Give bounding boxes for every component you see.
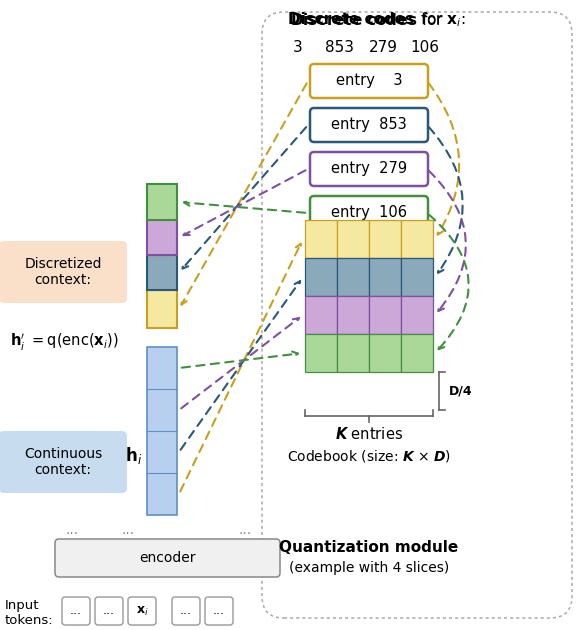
Text: $\mathbf{Discrete\ codes}$ for: $\mathbf{Discrete\ codes}$ for xyxy=(290,12,444,28)
FancyBboxPatch shape xyxy=(95,597,123,625)
Text: D/4: D/4 xyxy=(449,384,473,398)
FancyBboxPatch shape xyxy=(172,597,200,625)
Text: 3: 3 xyxy=(293,40,303,55)
Bar xyxy=(369,220,401,258)
Text: ...: ... xyxy=(180,605,192,617)
Text: Continuous
context:: Continuous context: xyxy=(24,447,102,477)
Bar xyxy=(369,258,401,296)
Bar xyxy=(401,334,433,372)
Text: ...: ... xyxy=(121,523,135,537)
Text: entry  106: entry 106 xyxy=(331,205,407,220)
Bar xyxy=(147,184,177,220)
Bar xyxy=(337,296,369,334)
Text: encoder: encoder xyxy=(139,551,196,565)
Text: $\mathbf{h}_i'$ $= \mathrm{q(enc(}$$\mathbf{x}_i$$\mathrm{))}$: $\mathbf{h}_i'$ $= \mathrm{q(enc(}$$\mat… xyxy=(10,331,119,353)
Text: Discrete codes: Discrete codes xyxy=(288,13,414,28)
Text: ...: ... xyxy=(103,605,115,617)
Bar xyxy=(305,258,337,296)
Bar xyxy=(305,220,337,258)
FancyBboxPatch shape xyxy=(310,64,428,98)
Bar xyxy=(401,296,433,334)
FancyBboxPatch shape xyxy=(310,196,428,230)
Text: 279: 279 xyxy=(369,40,397,55)
FancyBboxPatch shape xyxy=(55,539,280,577)
Text: $\mathbf{x}_i$: $\mathbf{x}_i$ xyxy=(136,604,148,617)
Bar xyxy=(305,334,337,372)
Text: Discretized
context:: Discretized context: xyxy=(24,257,102,287)
FancyBboxPatch shape xyxy=(128,597,156,625)
Text: entry  853: entry 853 xyxy=(331,118,407,132)
FancyBboxPatch shape xyxy=(205,597,233,625)
Bar xyxy=(401,220,433,258)
Bar xyxy=(401,258,433,296)
Bar xyxy=(147,255,177,290)
Bar xyxy=(305,296,337,334)
FancyBboxPatch shape xyxy=(310,152,428,186)
Bar xyxy=(369,296,401,334)
Text: 853: 853 xyxy=(325,40,355,55)
Bar xyxy=(369,334,401,372)
Bar xyxy=(337,334,369,372)
FancyBboxPatch shape xyxy=(0,241,127,303)
Bar xyxy=(337,220,369,258)
Text: 106: 106 xyxy=(411,40,440,55)
Text: $\mathbf{h}_i$: $\mathbf{h}_i$ xyxy=(125,445,142,466)
Bar xyxy=(147,290,177,328)
Bar xyxy=(147,347,177,515)
Text: Input: Input xyxy=(5,600,39,612)
Text: $\boldsymbol{K}$ entries: $\boldsymbol{K}$ entries xyxy=(335,426,403,442)
Bar xyxy=(337,258,369,296)
Text: entry    3: entry 3 xyxy=(336,74,402,88)
FancyBboxPatch shape xyxy=(0,431,127,493)
Text: for $\mathbf{x}_i$:: for $\mathbf{x}_i$: xyxy=(416,11,465,30)
Bar xyxy=(147,220,177,255)
FancyBboxPatch shape xyxy=(62,597,90,625)
Text: (example with 4 slices): (example with 4 slices) xyxy=(289,561,449,575)
Text: tokens:: tokens: xyxy=(5,614,54,626)
Text: ...: ... xyxy=(66,523,79,537)
Text: ...: ... xyxy=(239,523,251,537)
Text: entry  279: entry 279 xyxy=(331,161,407,176)
Text: Codebook (size: $\boldsymbol{K}$ × $\boldsymbol{D}$): Codebook (size: $\boldsymbol{K}$ × $\bol… xyxy=(287,448,451,464)
Text: ...: ... xyxy=(213,605,225,617)
Text: ...: ... xyxy=(70,605,82,617)
FancyBboxPatch shape xyxy=(310,108,428,142)
Text: Quantization module: Quantization module xyxy=(280,541,459,556)
